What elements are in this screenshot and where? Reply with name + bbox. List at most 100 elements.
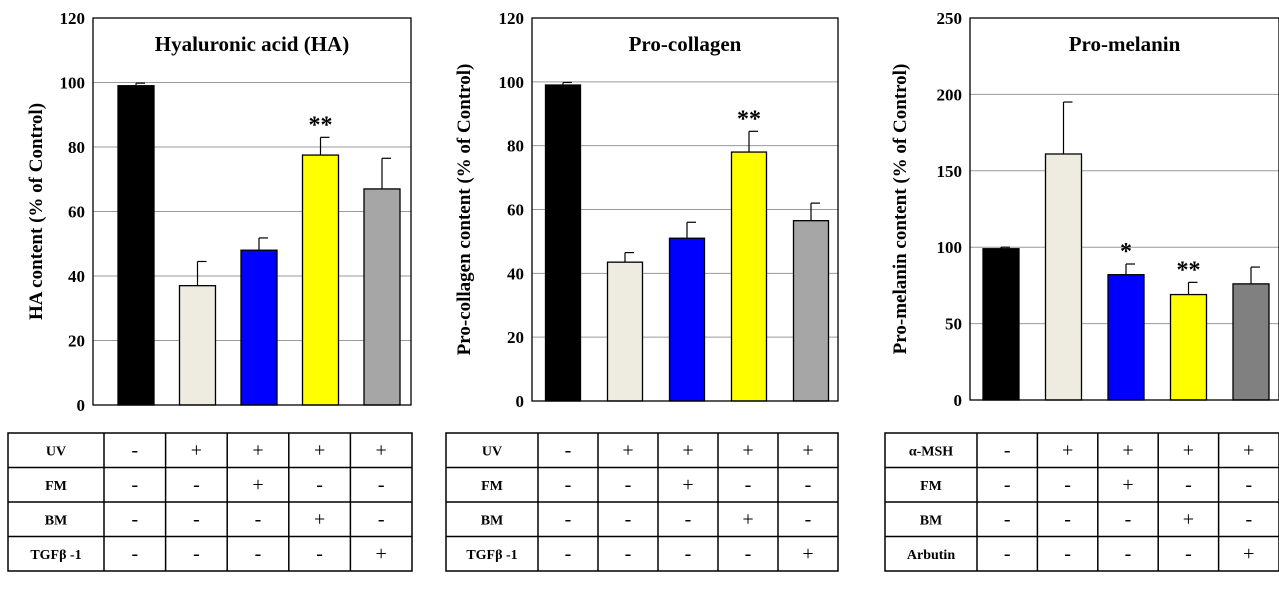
plot-frame <box>92 17 412 406</box>
y-tick-label: 80 <box>507 137 524 156</box>
table-cell: + <box>1183 508 1194 530</box>
bar <box>117 85 155 406</box>
table-cell: - <box>745 543 752 565</box>
y-tick-label: 0 <box>77 396 86 415</box>
table-cell: - <box>565 474 572 496</box>
table-cell: - <box>625 543 632 565</box>
y-tick-label: 250 <box>937 9 963 28</box>
bar <box>982 248 1020 401</box>
table-cell: + <box>252 474 263 496</box>
y-tick-label: 60 <box>68 203 85 222</box>
bar <box>1044 153 1083 401</box>
bar <box>363 188 401 406</box>
table-cell: + <box>1243 439 1254 461</box>
bar <box>178 285 217 406</box>
significance-marker: * <box>1120 239 1132 265</box>
table-cell: + <box>376 439 387 461</box>
table-cell: + <box>376 543 387 565</box>
table-cell: - <box>1185 543 1192 565</box>
y-tick-label: 20 <box>507 328 524 347</box>
y-tick-label: 50 <box>945 315 962 334</box>
table-row-label: FM <box>920 479 942 494</box>
y-axis-label: Pro-collagen content (% of Control) <box>454 64 475 356</box>
bar <box>240 249 278 406</box>
y-tick-label: 100 <box>937 238 963 257</box>
table-cell: - <box>1064 474 1071 496</box>
table-cell: + <box>1122 474 1133 496</box>
table-cell: - <box>685 543 692 565</box>
chart-panel: 0 20 40 60 80 100 120 HA content (% of Control)… <box>7 9 413 572</box>
table-cell: - <box>1185 474 1192 496</box>
table-cell: - <box>1125 543 1132 565</box>
table-cell: - <box>565 439 572 461</box>
table-cell: + <box>682 439 693 461</box>
table-row-label: TGFβ -1 <box>466 548 517 563</box>
table-cell: - <box>1245 474 1252 496</box>
table-cell: - <box>131 474 138 496</box>
y-tick-label: 150 <box>937 162 963 181</box>
bar <box>606 261 644 402</box>
table-cell: - <box>805 474 812 496</box>
table-row-label: BM <box>45 513 68 528</box>
table-cell: - <box>1004 474 1011 496</box>
chart-panel: 0 50 100 150 200 250 Pro-melanin content (% of… <box>884 9 1279 572</box>
bar <box>544 84 582 402</box>
y-tick-label: 40 <box>507 264 524 283</box>
table-cell: - <box>255 543 262 565</box>
significance-marker: ** <box>309 112 333 138</box>
y-tick-label: 100 <box>499 73 525 92</box>
plot-frame <box>531 17 839 402</box>
chart-title: Pro-melanin <box>1069 32 1181 56</box>
table-cell: + <box>802 439 813 461</box>
table-cell: - <box>1004 543 1011 565</box>
table-cell: - <box>131 439 138 461</box>
table-cell: - <box>316 474 323 496</box>
bar <box>1232 283 1270 401</box>
table-cell: - <box>685 508 692 530</box>
table-cell: + <box>1062 439 1073 461</box>
table-row-label: UV <box>482 444 502 459</box>
table-cell: - <box>131 508 138 530</box>
table-cell: - <box>1064 543 1071 565</box>
table-row-label: Arbutin <box>907 548 955 563</box>
y-tick-label: 120 <box>60 9 86 28</box>
table-cell: - <box>193 543 200 565</box>
chart-panel: 0 20 40 60 80 100 120 Pro-collagen content (% o… <box>445 9 839 572</box>
table-cell: - <box>193 508 200 530</box>
table-cell: - <box>378 508 385 530</box>
y-tick-label: 60 <box>507 201 524 220</box>
y-axis-label: HA content (% of Control) <box>26 103 47 320</box>
table-cell: - <box>1125 508 1132 530</box>
table-cell: - <box>565 508 572 530</box>
significance-marker: ** <box>1177 257 1201 283</box>
table-cell: - <box>1245 508 1252 530</box>
table-cell: + <box>1183 439 1194 461</box>
bar <box>1107 274 1145 401</box>
table-cell: + <box>802 543 813 565</box>
table-cell: + <box>742 439 753 461</box>
table-cell: + <box>682 474 693 496</box>
table-row-label: BM <box>481 513 504 528</box>
y-tick-label: 20 <box>68 332 85 351</box>
table-cell: - <box>805 508 812 530</box>
y-tick-label: 80 <box>68 138 85 157</box>
table-cell: + <box>1122 439 1133 461</box>
bar <box>730 151 768 402</box>
chart-title: Hyaluronic acid (HA) <box>155 32 349 56</box>
table-cell: + <box>622 439 633 461</box>
table-cell: - <box>625 474 632 496</box>
y-tick-label: 200 <box>937 85 963 104</box>
table-row-label: FM <box>481 479 503 494</box>
y-tick-label: 100 <box>60 74 86 93</box>
table-cell: - <box>1004 508 1011 530</box>
table-row-label: BM <box>920 513 943 528</box>
table-cell: - <box>378 474 385 496</box>
table-cell: - <box>316 543 323 565</box>
y-tick-label: 0 <box>516 392 525 411</box>
table-cell: - <box>625 508 632 530</box>
table-cell: + <box>314 439 325 461</box>
bar <box>301 154 340 406</box>
table-cell: - <box>565 543 572 565</box>
table-cell: - <box>1004 439 1011 461</box>
